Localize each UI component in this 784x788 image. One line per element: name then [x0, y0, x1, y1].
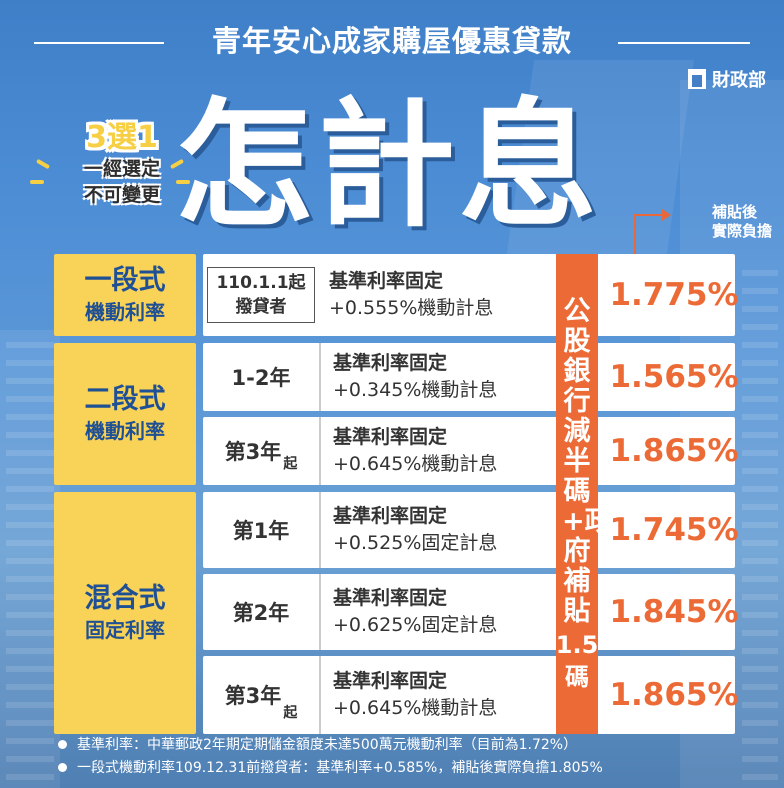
rate-row: 第3年起 基準利率固定 +0.645%機動計息 1.865% — [203, 656, 739, 734]
effective-rate: 1.775% — [609, 277, 739, 313]
arrow-stem — [634, 214, 636, 254]
category-type: 機動利率 — [85, 419, 165, 443]
effective-rate: 1.845% — [609, 594, 739, 630]
badge-line2: 不可變更 — [83, 184, 160, 206]
description-line1: 基準利率固定 — [333, 670, 448, 692]
arrow-shaft — [634, 214, 664, 216]
description-line1: 基準利率固定 — [329, 270, 444, 292]
subsidy-note: 補貼後 實際負擔 — [712, 203, 772, 241]
subsidy-label-main: 公股銀行減半碼+政府補貼 — [562, 296, 612, 627]
subsidy-label-sub2: 碼 — [565, 663, 589, 691]
rate-row: 110.1.1起 撥貸者 基準利率固定 +0.555%機動計息 1.775% — [203, 254, 739, 336]
footnote: 一段式機動利率109.12.31前撥貸者：基準利率+0.585%，補貼後實際負擔… — [58, 757, 603, 777]
agency-logo: 財政部 — [688, 66, 766, 92]
choose-one-badge: 3選1 一經選定 不可變更 — [52, 112, 192, 208]
description-line1: 基準利率固定 — [333, 505, 448, 527]
rate-row: 第3年起 基準利率固定 +0.645%機動計息 1.865% — [203, 417, 739, 485]
description-line1: 基準利率固定 — [333, 587, 448, 609]
description-line2: +0.625%固定計息 — [333, 614, 498, 636]
description: 基準利率固定 +0.525%固定計息 — [333, 492, 497, 568]
description: 基準利率固定 +0.645%機動計息 — [333, 417, 497, 485]
footnote-text: 基準利率：中華郵政2年期定期儲金額度未達500萬元機動利率（目前為1.72%） — [77, 737, 578, 753]
effective-rate: 1.565% — [609, 359, 739, 395]
badge-line1: 一經選定 — [83, 158, 160, 180]
condition-cell: 110.1.1起 撥貸者 — [203, 254, 319, 336]
condition: 第3年 — [224, 440, 282, 464]
condition-box: 110.1.1起 撥貸者 — [207, 267, 315, 323]
headline: 怎計息 — [175, 85, 602, 246]
effective-rate: 1.745% — [609, 512, 739, 548]
sparkle-mark — [30, 180, 44, 184]
footnote: 基準利率：中華郵政2年期定期儲金額度未達500萬元機動利率（目前為1.72%） — [58, 734, 577, 754]
condition-line1: 110.1.1起 — [216, 273, 306, 293]
building-windows — [742, 260, 778, 780]
category-mixed: 混合式 固定利率 — [54, 492, 196, 734]
title-rule-right — [618, 42, 750, 44]
description-line1: 基準利率固定 — [333, 352, 448, 374]
description-line2: +0.345%機動計息 — [333, 379, 498, 401]
condition-suffix: 起 — [283, 705, 298, 721]
description-line2: +0.645%機動計息 — [333, 697, 498, 719]
description-line2: +0.525%固定計息 — [333, 532, 498, 554]
category-one-stage: 一段式 機動利率 — [54, 254, 196, 336]
subsidy-label-sub1: 1.5 — [555, 631, 599, 659]
sparkle-mark — [176, 180, 190, 184]
category-two-stage: 二段式 機動利率 — [54, 343, 196, 485]
rate-row: 1-2年 基準利率固定 +0.345%機動計息 1.565% — [203, 343, 739, 411]
category-name: 二段式 — [84, 384, 166, 415]
effective-rate: 1.865% — [609, 677, 739, 713]
description-line2: +0.555%機動計息 — [329, 297, 494, 319]
condition-line2: 撥貸者 — [235, 297, 287, 317]
description: 基準利率固定 +0.625%固定計息 — [333, 574, 497, 650]
badge-title: 3選1 — [86, 120, 158, 155]
description-line1: 基準利率固定 — [333, 426, 448, 448]
building-shape — [0, 330, 60, 788]
rate-row: 第2年 基準利率固定 +0.625%固定計息 1.845% — [203, 574, 739, 650]
condition-cell: 第1年 — [203, 492, 319, 568]
title-rule-left — [34, 42, 164, 44]
divider — [319, 656, 321, 734]
footnote-text: 一段式機動利率109.12.31前撥貸者：基準利率+0.585%，補貼後實際負擔… — [77, 760, 603, 776]
divider — [319, 492, 321, 568]
condition-suffix: 起 — [283, 456, 298, 472]
subsidy-note-line2: 實際負擔 — [711, 222, 772, 240]
description: 基準利率固定 +0.345%機動計息 — [333, 343, 497, 411]
condition: 第2年 — [232, 601, 290, 625]
category-type: 固定利率 — [85, 618, 165, 642]
bullet-icon — [58, 762, 67, 772]
divider — [319, 574, 321, 650]
sparkle-mark — [35, 158, 51, 170]
condition: 第1年 — [232, 519, 290, 543]
divider — [319, 343, 321, 411]
description: 基準利率固定 +0.555%機動計息 — [329, 254, 493, 336]
building-icon — [688, 69, 706, 89]
subsidy-vertical-label: 公股銀行減半碼+政府補貼 1.5 碼 — [555, 254, 612, 734]
condition-cell: 第3年起 — [203, 417, 319, 485]
building-windows — [6, 340, 54, 780]
rate-row: 第1年 基準利率固定 +0.525%固定計息 1.745% — [203, 492, 739, 568]
bullet-icon — [58, 739, 67, 749]
category-name: 混合式 — [84, 583, 166, 614]
category-type: 機動利率 — [85, 300, 165, 324]
divider — [319, 417, 321, 485]
condition-cell: 1-2年 — [203, 343, 319, 411]
arrow-head-icon — [662, 209, 671, 221]
condition-cell: 第3年起 — [203, 656, 319, 734]
effective-rate: 1.865% — [609, 433, 739, 469]
condition-cell: 第2年 — [203, 574, 319, 650]
agency-name: 財政部 — [712, 70, 766, 91]
description-line2: +0.645%機動計息 — [333, 453, 498, 475]
page-title: 青年安心成家購屋優惠貸款 — [211, 24, 572, 58]
description: 基準利率固定 +0.645%機動計息 — [333, 656, 497, 734]
condition: 1-2年 — [231, 366, 291, 390]
condition: 第3年 — [224, 684, 282, 708]
category-name: 一段式 — [84, 265, 166, 296]
subsidy-note-line1: 補貼後 — [711, 203, 757, 221]
